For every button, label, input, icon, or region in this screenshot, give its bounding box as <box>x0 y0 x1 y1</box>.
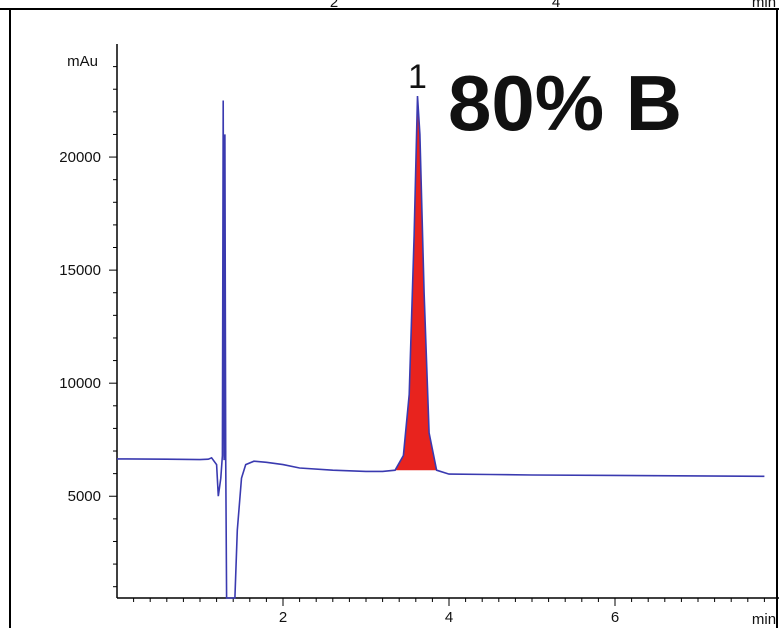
top-tick-label: 4 <box>552 0 560 11</box>
peak-1-label: 1 <box>408 58 427 96</box>
y-tick-label: 10000 <box>59 375 101 392</box>
y-tick-label: 5000 <box>68 488 101 505</box>
chromatogram-trace <box>116 95 765 599</box>
x-ticks: 2 4 6 <box>133 598 765 626</box>
x-tick-label: 6 <box>611 609 619 626</box>
x-axis-unit-label: min <box>752 611 776 628</box>
top-tick-label: min <box>752 0 776 11</box>
top-tick-label: 2 <box>330 0 338 11</box>
y-ticks: 5000 10000 15000 20000 <box>59 66 117 588</box>
y-axis-unit-label: mAu <box>67 53 98 70</box>
mobile-phase-annotation: 80% B <box>448 59 682 147</box>
y-tick-label: 20000 <box>59 149 101 166</box>
x-tick-label: 2 <box>279 609 287 626</box>
x-tick-label: 4 <box>445 609 453 626</box>
top-axis-strip: 2 4 min <box>0 0 779 11</box>
peak-1-fill <box>395 96 437 471</box>
y-tick-label: 15000 <box>59 262 101 279</box>
